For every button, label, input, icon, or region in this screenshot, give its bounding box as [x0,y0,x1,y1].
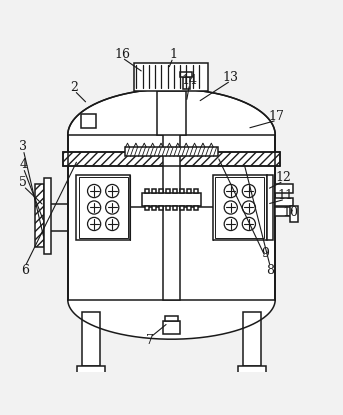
Bar [145,189,149,193]
Bar [290,206,298,222]
Bar [159,189,163,193]
Bar [76,175,130,240]
Text: 16: 16 [114,48,130,61]
Bar [159,206,163,210]
Bar [187,206,191,210]
Bar [163,321,180,334]
Bar [267,175,273,240]
Bar [163,90,180,300]
Text: 17: 17 [269,110,285,123]
Bar [166,206,170,210]
Text: 12: 12 [275,171,292,184]
Bar [173,189,177,193]
Bar [166,189,170,193]
Bar [173,206,177,210]
Bar [180,72,192,77]
Bar [180,206,184,210]
Text: 11: 11 [277,190,293,203]
Bar [82,312,100,366]
Text: 14: 14 [181,74,198,87]
Text: 1: 1 [169,48,177,61]
Bar [35,184,44,247]
Bar [142,193,201,206]
Text: 8: 8 [266,264,274,276]
Text: 7: 7 [146,334,154,347]
Bar [275,184,293,193]
Bar [152,206,156,210]
Bar [213,175,267,240]
Bar [126,147,217,156]
Bar [194,206,198,210]
Bar [77,366,105,373]
Bar [183,77,190,89]
Polygon shape [68,300,275,339]
Bar [187,189,191,193]
Bar [157,90,186,135]
Bar [63,151,280,166]
Text: 10: 10 [282,206,298,219]
Text: 4: 4 [19,158,27,171]
Text: 9: 9 [261,247,269,260]
Bar [81,114,96,129]
Polygon shape [68,89,275,135]
Text: 13: 13 [223,71,239,84]
Polygon shape [68,89,275,135]
Text: 5: 5 [20,176,27,189]
Text: 3: 3 [19,140,27,153]
Bar [134,63,208,90]
Bar [275,208,293,216]
Bar [44,178,51,254]
Bar [238,366,266,373]
Text: 2: 2 [70,81,78,94]
Bar [243,312,261,366]
Bar [215,177,264,238]
Bar [180,189,184,193]
Bar [165,316,178,321]
Bar [79,177,128,238]
Bar [194,189,198,193]
Bar [145,206,149,210]
Text: 6: 6 [21,264,29,276]
Bar [152,189,156,193]
Bar [68,135,275,300]
Bar [275,198,293,206]
